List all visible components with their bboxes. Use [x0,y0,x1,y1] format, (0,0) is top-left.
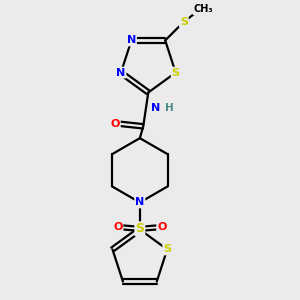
Text: H: H [165,103,174,113]
Text: CH₃: CH₃ [193,4,213,14]
Text: O: O [113,222,122,232]
Text: N: N [151,103,160,113]
Text: N: N [135,197,145,208]
Text: N: N [127,35,136,45]
Text: S: S [180,17,188,27]
Text: O: O [157,222,167,232]
Text: S: S [163,244,171,254]
Text: N: N [116,68,126,78]
Text: S: S [172,68,180,78]
Text: O: O [110,118,120,129]
Text: S: S [135,222,144,236]
